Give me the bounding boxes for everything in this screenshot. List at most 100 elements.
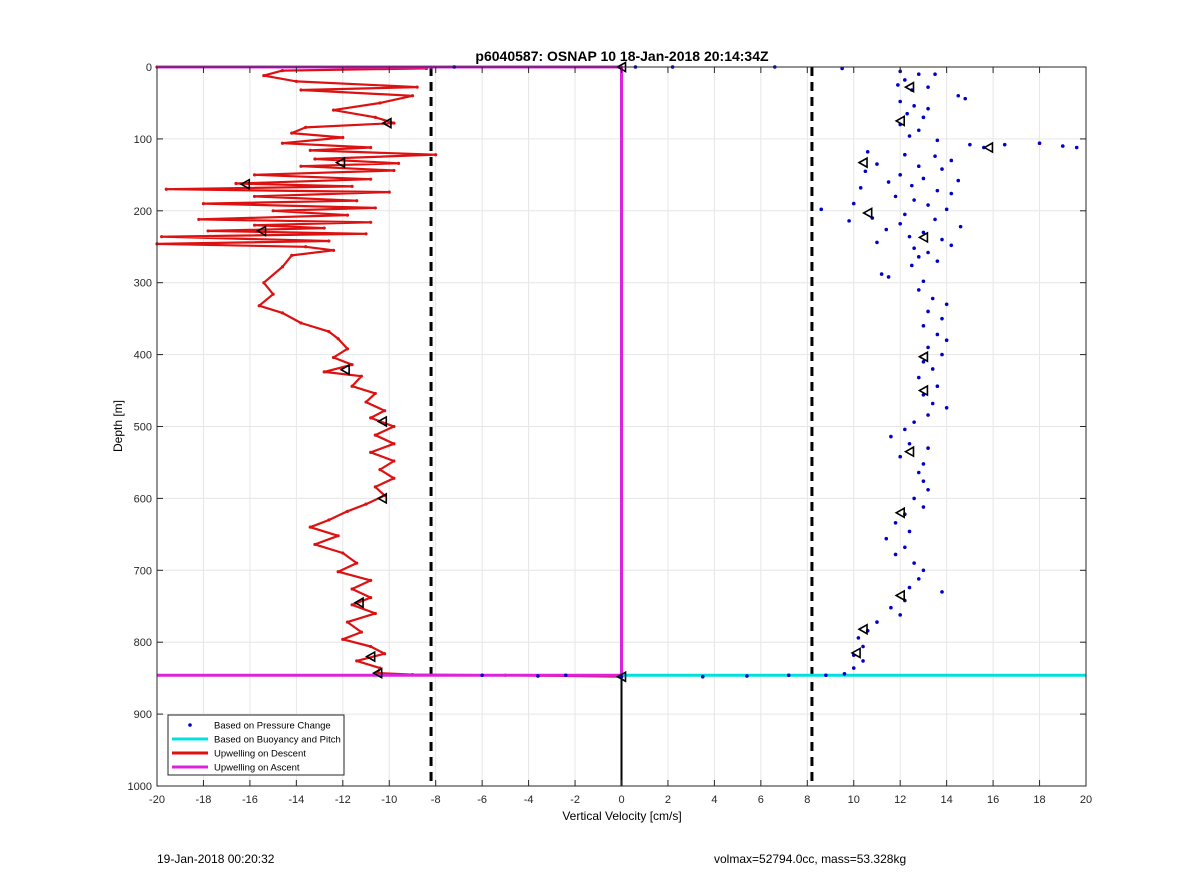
descent-point [350, 587, 354, 591]
descent-point [164, 187, 168, 191]
pressure-point [921, 505, 926, 509]
pressure-point [875, 620, 879, 624]
x-tick-label: -16 [242, 794, 258, 806]
pressure-point [926, 309, 930, 314]
pressure-point [963, 96, 968, 101]
descent-point [396, 161, 401, 165]
pressure-point [926, 345, 930, 350]
pressure-point [916, 577, 921, 581]
pressure-point [930, 367, 935, 371]
triangle-marker [903, 81, 915, 93]
descent-point [313, 542, 317, 547]
descent-point [331, 248, 336, 252]
x-tick-label: 18 [1033, 794, 1045, 806]
descent-point [369, 177, 373, 181]
pressure-point [898, 221, 902, 226]
descent-point [392, 121, 396, 125]
descent-point [387, 190, 391, 194]
descent-point [350, 603, 354, 607]
legend-label: Based on Buoyancy and Pitch [214, 735, 341, 746]
x-tick-label: 2 [665, 794, 671, 806]
pressure-point [856, 636, 861, 640]
pressure-point [889, 605, 893, 610]
pressure-point [903, 212, 907, 217]
pressure-point [944, 406, 949, 410]
pressure-point [949, 158, 954, 163]
x-tick-label: -20 [149, 794, 165, 806]
pressure-point [926, 413, 930, 417]
descent-point [369, 450, 373, 454]
descent-point [355, 199, 359, 203]
triangle-marker [376, 415, 388, 428]
legend-label: Upwelling on Descent [214, 749, 306, 760]
pressure-point [933, 217, 937, 222]
triangle-marker [239, 178, 251, 191]
pressure-point [912, 198, 916, 202]
x-tick-label: -14 [288, 794, 304, 806]
legend-box [167, 714, 345, 776]
pressure-point [824, 673, 828, 678]
pressure-point [935, 384, 940, 389]
pressure-point [858, 185, 863, 190]
pressure-point [886, 180, 891, 184]
x-tick-label: -6 [477, 794, 487, 806]
pressure-point [916, 288, 921, 292]
descent-point [331, 355, 336, 360]
pressure-point [912, 104, 916, 108]
descent-point [369, 145, 373, 150]
pressure-point [958, 224, 963, 229]
descent-point [434, 153, 438, 157]
descent-point [364, 232, 368, 236]
pressure-point [1060, 144, 1065, 148]
descent-point [327, 518, 331, 522]
descent-point [271, 209, 275, 213]
pressure-point [896, 83, 900, 87]
pressure-point [968, 142, 972, 147]
pressure-point [861, 644, 865, 649]
pressure-point [700, 674, 705, 679]
descent-point [160, 235, 164, 239]
descent-point [201, 202, 206, 206]
chart-title: p6040587: OSNAP 10 18-Jan-2018 20:14:34Z [475, 48, 769, 64]
pressure-point [940, 352, 944, 357]
footer-timestamp: 19-Jan-2018 00:20:32 [157, 852, 275, 866]
pressure-point [893, 521, 898, 525]
pressure-point [875, 240, 879, 245]
pressure-point [536, 674, 540, 678]
x-tick-label: 6 [758, 794, 764, 806]
descent-point [322, 226, 326, 230]
descent-point [322, 370, 326, 374]
y-tick-label: 100 [134, 134, 152, 146]
pressure-point [916, 164, 921, 169]
descent-point [280, 311, 285, 315]
triangle-marker [255, 225, 267, 237]
legend: Based on Pressure Change Based on Buoyanc… [167, 714, 345, 776]
triangle-marker [903, 445, 915, 458]
pressure-point [921, 462, 926, 466]
pressure-point [786, 673, 791, 678]
y-tick-label: 200 [134, 206, 152, 218]
y-axis-label: Depth [m] [111, 400, 125, 452]
descent-point [378, 468, 382, 472]
pressure-point [907, 585, 912, 590]
triangle-marker [894, 589, 906, 602]
descent-point [383, 409, 387, 413]
descent-point [373, 611, 377, 616]
triangle-marker [894, 506, 906, 519]
descent-point [336, 534, 340, 538]
x-axis-label: Vertical Velocity [cm/s] [562, 809, 681, 823]
axes: -20 -18 -16 -14 -12 -10 -8 -6 -4 -2 0 2 4 6 8 10 12 14 16 1… [128, 62, 1093, 806]
x-tick-label: -18 [195, 794, 211, 806]
triangle-marker [917, 231, 929, 244]
triangle-marker [615, 670, 627, 683]
pressure-point [903, 78, 907, 82]
triangle-marker [850, 647, 861, 659]
triangle-marker [353, 596, 364, 609]
descent-point [392, 424, 396, 429]
descent-point [197, 217, 201, 222]
pressure-point [863, 169, 868, 174]
legend-label: Based on Pressure Change [214, 721, 331, 732]
descent-point [271, 292, 275, 296]
descent-point [350, 384, 354, 388]
y-tick-label: 400 [134, 350, 152, 362]
